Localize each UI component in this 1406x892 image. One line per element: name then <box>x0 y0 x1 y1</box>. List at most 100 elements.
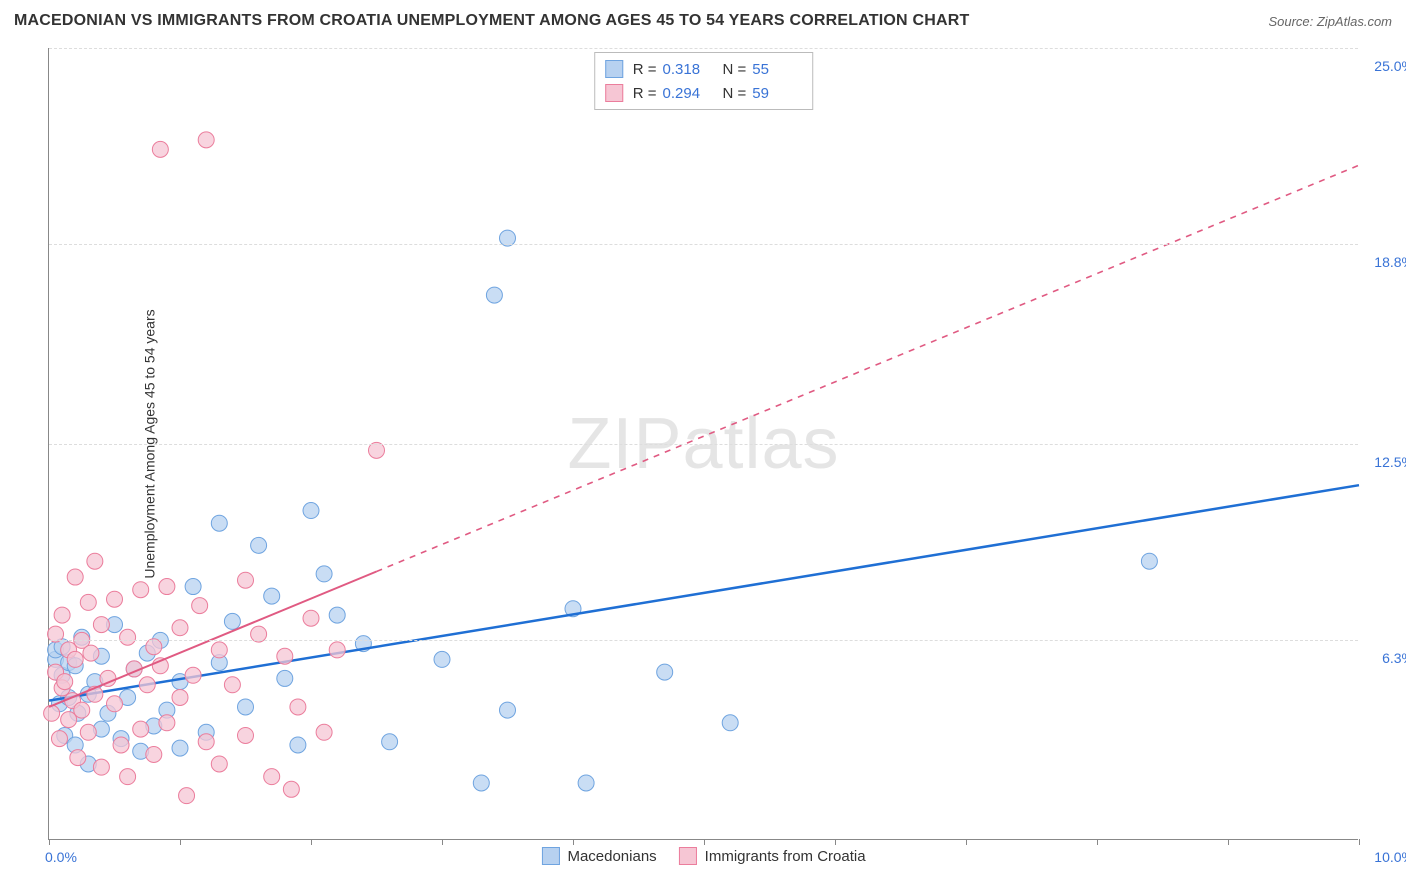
grid-line <box>49 640 1358 641</box>
scatter-point <box>283 781 299 797</box>
scatter-point <box>316 566 332 582</box>
legend-item: Macedonians <box>541 847 656 865</box>
trend-line <box>49 572 377 707</box>
scatter-point <box>172 620 188 636</box>
scatter-point <box>434 651 450 667</box>
scatter-point <box>224 613 240 629</box>
scatter-point <box>198 132 214 148</box>
chart-container: { "title": "MACEDONIAN VS IMMIGRANTS FRO… <box>0 0 1406 892</box>
legend-item: Immigrants from Croatia <box>679 847 866 865</box>
x-tick <box>573 839 574 845</box>
scatter-point <box>80 594 96 610</box>
scatter-point <box>120 769 136 785</box>
x-tick <box>704 839 705 845</box>
scatter-point <box>329 607 345 623</box>
scatter-point <box>382 734 398 750</box>
scatter-point <box>93 759 109 775</box>
title-bar: MACEDONIAN VS IMMIGRANTS FROM CROATIA UN… <box>14 8 1392 34</box>
scatter-point <box>44 705 60 721</box>
grid-line <box>49 244 1358 245</box>
scatter-point <box>473 775 489 791</box>
scatter-point <box>107 591 123 607</box>
y-tick-label: 6.3% <box>1364 650 1406 666</box>
scatter-point <box>578 775 594 791</box>
scatter-point <box>238 727 254 743</box>
x-tick <box>311 839 312 845</box>
y-tick-label: 18.8% <box>1364 254 1406 270</box>
scatter-point <box>87 553 103 569</box>
scatter-point <box>264 769 280 785</box>
source-label: Source: ZipAtlas.com <box>1268 14 1392 29</box>
chart-title: MACEDONIAN VS IMMIGRANTS FROM CROATIA UN… <box>14 12 969 30</box>
scatter-point <box>107 696 123 712</box>
scatter-point <box>133 582 149 598</box>
scatter-point <box>329 642 345 658</box>
scatter-point <box>120 629 136 645</box>
scatter-point <box>159 715 175 731</box>
scatter-point <box>277 648 293 664</box>
x-tick <box>835 839 836 845</box>
x-tick <box>1097 839 1098 845</box>
scatter-point <box>179 788 195 804</box>
scatter-point <box>722 715 738 731</box>
scatter-point <box>54 607 70 623</box>
x-tick-label: 10.0% <box>1374 849 1406 865</box>
scatter-point <box>51 731 67 747</box>
scatter-point <box>146 746 162 762</box>
scatter-point <box>70 750 86 766</box>
bottom-legend: Macedonians Immigrants from Croatia <box>541 847 865 865</box>
scatter-point <box>500 702 516 718</box>
y-tick-label: 12.5% <box>1364 454 1406 470</box>
scatter-point <box>192 598 208 614</box>
y-tick-label: 25.0% <box>1364 58 1406 74</box>
scatter-point <box>290 699 306 715</box>
chart-plot-area: Unemployment Among Ages 45 to 54 years Z… <box>48 48 1358 840</box>
scatter-point <box>57 674 73 690</box>
x-tick <box>180 839 181 845</box>
scatter-point <box>152 141 168 157</box>
scatter-point <box>83 645 99 661</box>
scatter-point <box>657 664 673 680</box>
x-tick <box>49 839 50 845</box>
legend-swatch <box>679 847 697 865</box>
scatter-point <box>251 537 267 553</box>
trend-line <box>49 485 1359 700</box>
scatter-point <box>1141 553 1157 569</box>
legend-label: Macedonians <box>567 848 656 865</box>
x-tick-label: 0.0% <box>45 849 77 865</box>
scatter-point <box>159 579 175 595</box>
scatter-point <box>139 677 155 693</box>
scatter-point <box>185 579 201 595</box>
scatter-point <box>486 287 502 303</box>
scatter-point <box>290 737 306 753</box>
scatter-point <box>211 642 227 658</box>
scatter-point <box>303 610 319 626</box>
scatter-point <box>113 737 129 753</box>
scatter-point <box>198 734 214 750</box>
scatter-point <box>238 572 254 588</box>
scatter-point <box>93 617 109 633</box>
scatter-point <box>67 569 83 585</box>
legend-label: Immigrants from Croatia <box>705 848 866 865</box>
scatter-point <box>172 740 188 756</box>
scatter-point <box>74 702 90 718</box>
scatter-point <box>224 677 240 693</box>
grid-line <box>49 48 1358 49</box>
scatter-point <box>211 515 227 531</box>
x-tick <box>1359 839 1360 845</box>
scatter-point <box>277 670 293 686</box>
scatter-point <box>264 588 280 604</box>
legend-swatch <box>541 847 559 865</box>
scatter-point <box>172 689 188 705</box>
x-tick <box>442 839 443 845</box>
scatter-point <box>238 699 254 715</box>
scatter-point <box>133 721 149 737</box>
scatter-point <box>211 756 227 772</box>
scatter-point <box>185 667 201 683</box>
x-tick <box>1228 839 1229 845</box>
x-tick <box>966 839 967 845</box>
scatter-point <box>67 651 83 667</box>
grid-line <box>49 444 1358 445</box>
scatter-point <box>80 724 96 740</box>
scatter-point <box>303 503 319 519</box>
